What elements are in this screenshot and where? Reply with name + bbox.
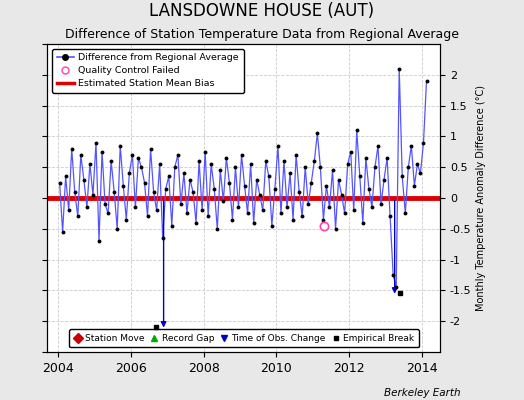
Legend: Station Move, Record Gap, Time of Obs. Change, Empirical Break: Station Move, Record Gap, Time of Obs. C… xyxy=(69,330,419,348)
Text: LANSDOWNE HOUSE (AUT): LANSDOWNE HOUSE (AUT) xyxy=(149,2,375,20)
Text: Difference of Station Temperature Data from Regional Average: Difference of Station Temperature Data f… xyxy=(65,28,459,41)
Text: Berkeley Earth: Berkeley Earth xyxy=(385,388,461,398)
Y-axis label: Monthly Temperature Anomaly Difference (°C): Monthly Temperature Anomaly Difference (… xyxy=(476,85,486,311)
